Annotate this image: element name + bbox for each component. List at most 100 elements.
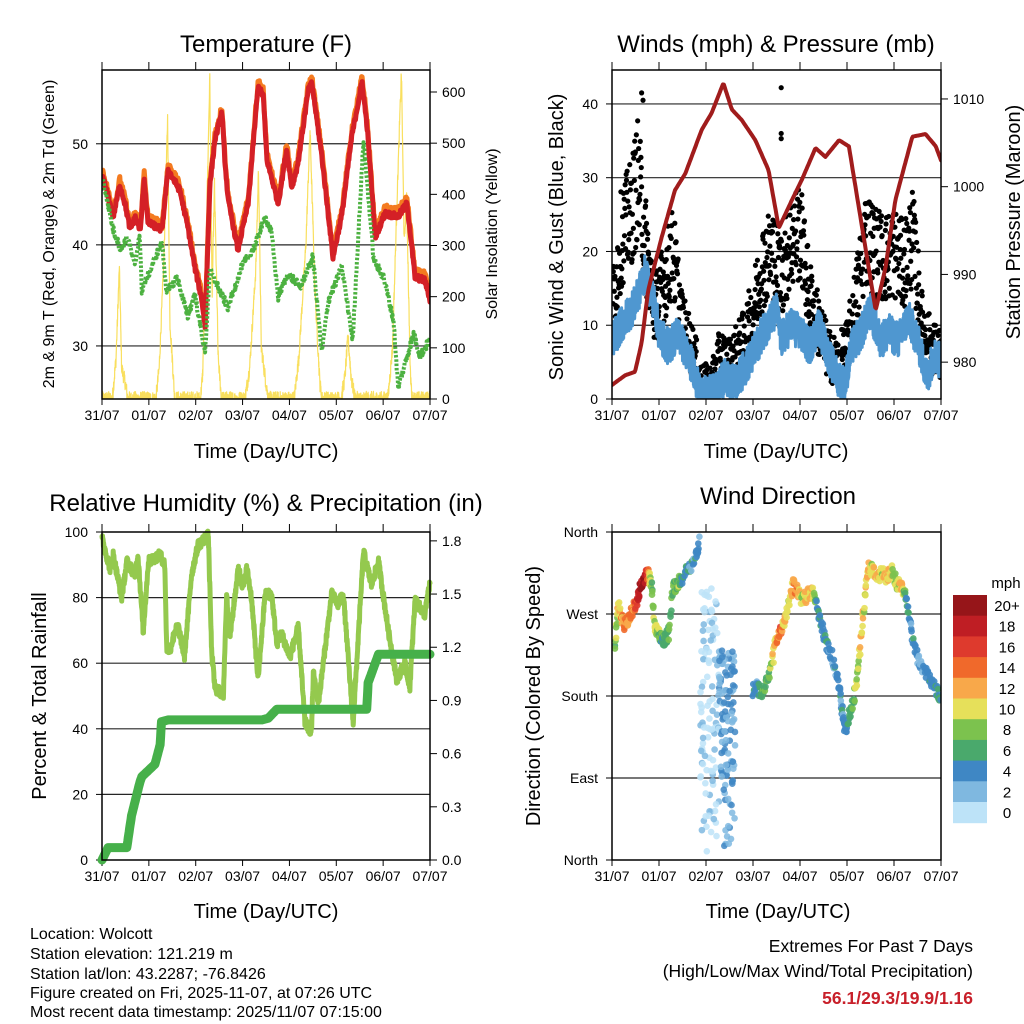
gust-point: [691, 341, 697, 347]
gust-point: [909, 189, 915, 195]
gust-point: [811, 298, 817, 304]
y-tick-label-right: 1.5: [442, 586, 462, 602]
gust-point: [762, 240, 768, 246]
direction-point-calm: [697, 774, 704, 781]
gust-point: [756, 304, 762, 310]
direction-point-calm: [699, 760, 707, 768]
gust-outlier-point: [639, 90, 645, 96]
gust-point: [626, 237, 632, 243]
gust-point: [730, 343, 736, 349]
gust-point: [844, 327, 851, 333]
direction-point-calm: [718, 647, 726, 655]
gust-point: [672, 220, 678, 226]
gust-point: [847, 298, 853, 304]
gust-point: [791, 203, 798, 209]
direction-point: [837, 690, 844, 698]
gust-point: [856, 255, 862, 262]
y-tick-label-right: 990: [953, 266, 977, 282]
gust-point: [797, 275, 803, 281]
gust-point: [908, 258, 914, 264]
winds-ylabel-right: Station Pressure (Maroon): [1003, 105, 1024, 340]
gust-point: [775, 231, 781, 237]
gust-point: [897, 246, 903, 253]
direction-point-calm: [730, 658, 738, 665]
direction-point: [831, 663, 839, 670]
gust-point: [761, 302, 767, 309]
gust-point: [733, 324, 739, 330]
gust-point: [755, 281, 761, 287]
direction-point-calm: [698, 647, 705, 655]
x-tick-label: 03/07: [735, 868, 770, 884]
gust-point: [645, 230, 651, 237]
gust-point: [892, 295, 898, 301]
direction-point: [834, 670, 841, 678]
gust-point: [771, 258, 778, 264]
gust-point: [911, 212, 917, 218]
direction-point-calm: [728, 809, 736, 817]
gust-point: [773, 274, 779, 280]
direction-point-calm: [727, 701, 735, 708]
gust-point: [903, 216, 909, 222]
gust-point: [782, 230, 788, 236]
gust-point: [936, 327, 941, 334]
gust-point: [671, 275, 677, 282]
gust-point: [775, 254, 782, 261]
gust-point: [761, 277, 767, 283]
direction-point-calm: [697, 688, 704, 696]
direction-point: [784, 607, 791, 615]
gust-point: [703, 362, 710, 368]
x-tick-label: 31/07: [84, 868, 119, 884]
gust-point: [640, 214, 647, 220]
direction-point: [870, 563, 878, 571]
direction-point: [783, 614, 790, 621]
temperature-panel: 31/07 01/07 02/07 03/07 04/07 05/07 06/07 07/07…: [72, 62, 466, 423]
x-tick-label: 04/07: [782, 868, 817, 884]
direction-point-calm: [700, 655, 707, 663]
gust-point: [615, 246, 621, 252]
gust-point: [856, 304, 862, 310]
y-tick-label: 30: [72, 338, 88, 354]
direction-point-calm: [704, 734, 712, 741]
winds-xlabel: Time (Day/UTC): [704, 441, 849, 463]
colorbar-swatch: [953, 677, 987, 699]
colorbar-label: 0: [1003, 805, 1011, 822]
direction-point: [648, 579, 656, 586]
footer-location: Location: Wolcott: [30, 926, 153, 943]
extremes-values: 56.1/29.3/19.9/1.16: [822, 988, 973, 1008]
colorbar-swatch: [953, 636, 987, 658]
direction-point: [862, 591, 869, 599]
gust-point: [772, 263, 778, 269]
direction-point: [847, 713, 854, 720]
x-tick-label: 07/07: [923, 407, 958, 423]
direction-point: [687, 567, 695, 575]
gust-point: [693, 348, 699, 355]
direction-point: [851, 697, 859, 705]
direction-point-calm: [731, 814, 738, 822]
direction-point-calm: [708, 608, 716, 615]
direction-point-calm: [710, 815, 718, 823]
gust-point: [618, 275, 624, 281]
y-tick-label-right: 400: [442, 186, 466, 202]
direction-point-calm: [699, 627, 707, 635]
direction-point: [648, 588, 656, 595]
y-tick-label-right: 1000: [953, 179, 984, 195]
direction-point-calm: [705, 657, 712, 664]
gust-point: [648, 258, 654, 264]
gust-point: [667, 287, 673, 293]
gust-point: [745, 300, 752, 307]
gust-point: [922, 332, 928, 339]
gust-point: [746, 288, 752, 294]
direction-point: [901, 589, 909, 597]
gust-point: [624, 189, 630, 195]
gust-point: [623, 212, 629, 218]
gust-point: [633, 132, 639, 138]
plot-frame: [101, 531, 431, 861]
gust-point: [741, 323, 747, 329]
direction-point-calm: [713, 629, 721, 637]
direction-point-calm: [718, 690, 726, 697]
colorbar-swatch: [953, 719, 987, 741]
plot-frame: [611, 531, 942, 861]
direction-point-calm: [708, 585, 715, 592]
direction-point-calm: [704, 626, 712, 634]
direction-point: [904, 603, 912, 610]
